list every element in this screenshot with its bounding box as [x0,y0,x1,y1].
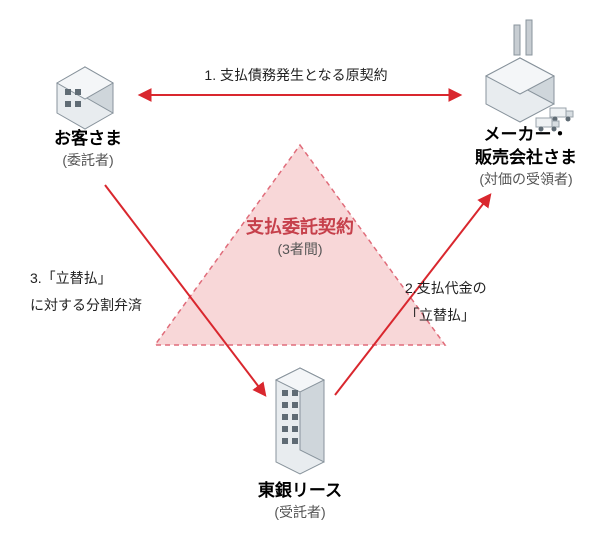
edge-3-label: 3.「立替払」 に対する分割弁済 [30,265,142,318]
edge-2-label: 2.支払代金の 「立替払」 [405,275,487,328]
factory-icon [486,20,573,132]
customer-sub: (委託者) [30,151,146,170]
togin-name: 東銀リース [230,480,370,503]
togin-sub: (受託者) [230,503,370,522]
center-contract-title: 支払委託契約 [230,215,370,240]
vendor-label: メーカー・ 販売会社さま (対価の受領者) [452,124,600,189]
togin-label: 東銀リース (受託者) [230,480,370,522]
building-small-icon [57,67,113,129]
center-contract-sub: (3者間) [230,240,370,260]
vendor-name: メーカー・ 販売会社さま [452,124,600,170]
edge-1-label: 1. 支払債務発生となる原契約 [196,62,396,89]
building-tall-icon [276,368,324,474]
customer-name: お客さま [30,128,146,151]
center-contract-label: 支払委託契約 (3者間) [230,215,370,260]
vendor-sub: (対価の受領者) [452,170,600,189]
customer-label: お客さま (委託者) [30,128,146,170]
diagram-stage: 支払委託契約 (3者間) お客さま (委託者) メーカー・ 販売会社さま (対価… [0,0,600,545]
